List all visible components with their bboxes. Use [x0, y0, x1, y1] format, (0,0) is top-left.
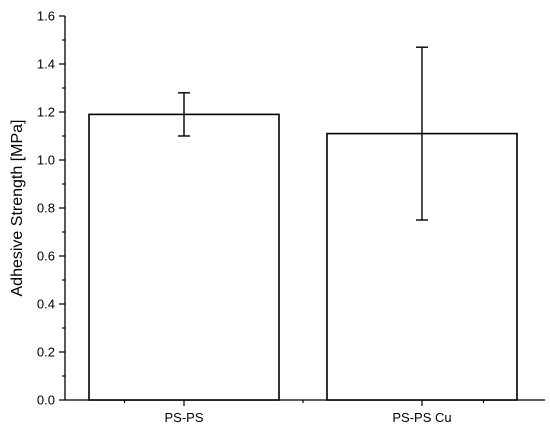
plot-area: 0.0 0.2 0.4 0.6 0.8 1.0 1.2 1.4 1.6 PS-PS PS-PS Cu [37, 9, 545, 425]
y-tick-label: 0.4 [37, 297, 55, 312]
x-tick-label: PS-PS Cu [392, 410, 451, 425]
y-tick-label: 0.0 [37, 393, 55, 408]
y-tick-label: 0.6 [37, 249, 55, 264]
x-tick-label: PS-PS [164, 410, 203, 425]
y-tick-label: 1.6 [37, 9, 55, 24]
y-tick-label: 1.0 [37, 153, 55, 168]
y-tick-label: 1.4 [37, 57, 55, 72]
y-axis-title: Adhesive Strength [MPa] [9, 120, 26, 297]
y-tick-label: 0.2 [37, 345, 55, 360]
y-tick-label: 0.8 [37, 201, 55, 216]
bar [88, 113, 280, 401]
y-tick-label: 1.2 [37, 105, 55, 120]
